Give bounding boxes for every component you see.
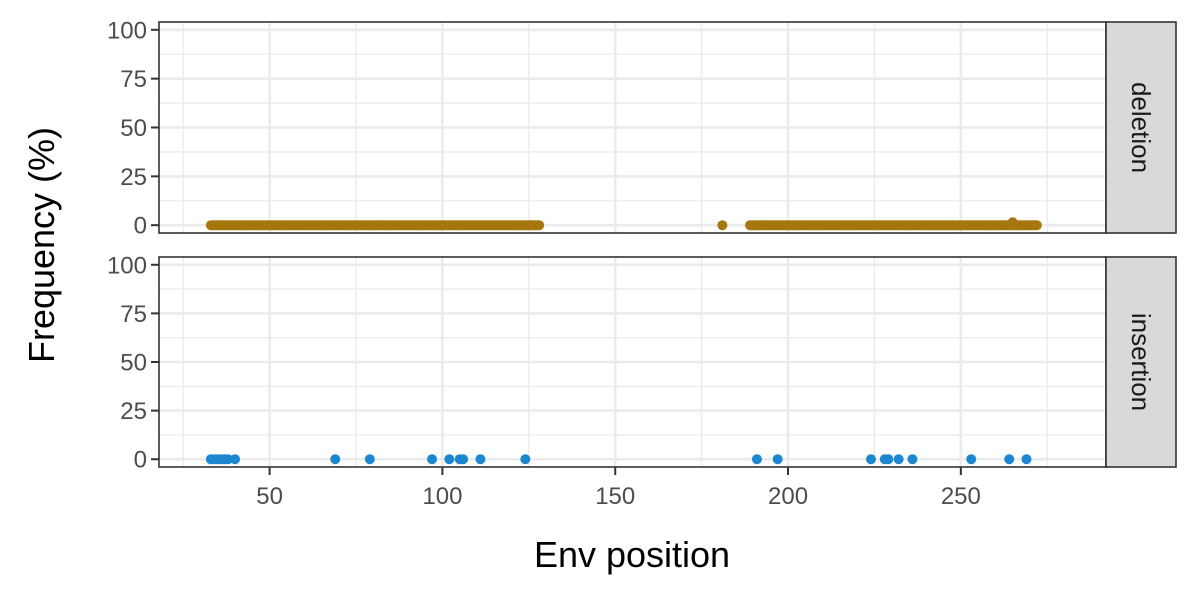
y-tick-label: 25 (120, 398, 147, 425)
y-tick-label: 0 (134, 213, 147, 240)
data-point (966, 454, 977, 465)
data-point (1021, 454, 1032, 465)
data-point (717, 220, 728, 231)
y-tick-label: 100 (107, 17, 147, 44)
data-point (865, 454, 876, 465)
data-point (751, 454, 762, 465)
data-point (893, 454, 904, 465)
x-tick-label: 150 (595, 483, 635, 510)
data-point (223, 454, 234, 465)
data-point (883, 454, 894, 465)
data-point (458, 454, 469, 465)
x-tick-label: 50 (256, 483, 283, 510)
y-tick-label: 0 (134, 447, 147, 474)
y-tick-label: 75 (120, 301, 147, 328)
data-point (444, 454, 455, 465)
data-point (1004, 454, 1015, 465)
x-tick-label: 250 (941, 483, 981, 510)
y-tick-label: 50 (120, 115, 147, 142)
data-point (772, 454, 783, 465)
panel-insertion: 0 25 50 75 100 insertion 50 100 150 200 250 (107, 252, 1177, 510)
data-point (230, 454, 241, 465)
x-tick-label: 200 (768, 483, 808, 510)
data-point (520, 454, 531, 465)
y-tick-label: 100 (107, 252, 147, 279)
data-point (1031, 220, 1042, 231)
panels-layer: 0 25 50 75 100 deletion 0 25 50 75 100 insertion 50 1… (107, 17, 1177, 510)
data-point (364, 454, 375, 465)
facet-strip (1105, 21, 1177, 234)
y-tick-label: 75 (120, 66, 147, 93)
facet-strip-label: insertion (1126, 313, 1156, 411)
data-point (330, 454, 341, 465)
x-axis-title: Env position (534, 534, 730, 575)
data-point (475, 454, 486, 465)
facet-strip (1105, 256, 1177, 468)
y-tick-label: 50 (120, 350, 147, 377)
data-point (1007, 217, 1018, 228)
x-tick-label: 100 (422, 483, 462, 510)
data-point (907, 454, 918, 465)
y-axis-title: Frequency (%) (21, 127, 62, 363)
facet-strip-label: deletion (1126, 82, 1156, 173)
y-tick-label: 25 (120, 164, 147, 191)
panel-deletion: 0 25 50 75 100 deletion (107, 17, 1177, 240)
data-point (427, 454, 438, 465)
data-point (534, 220, 545, 231)
